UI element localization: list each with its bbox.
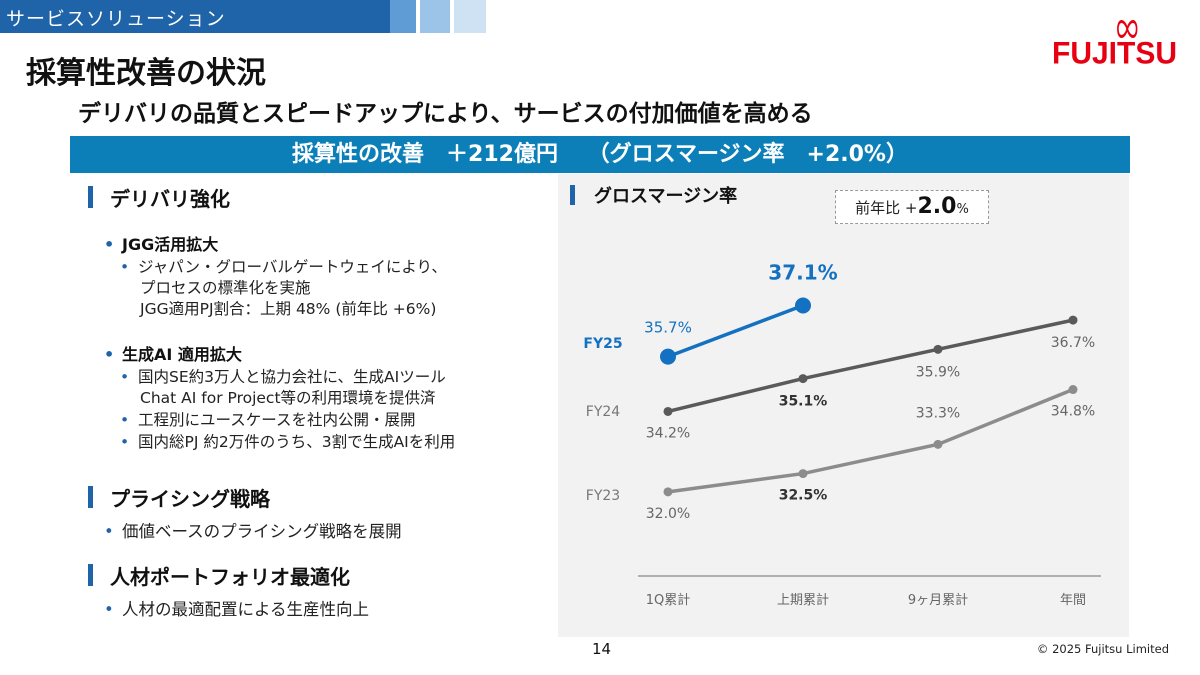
heading-marker (88, 486, 93, 508)
chart-title-text: グロスマージン率 (594, 186, 738, 207)
section-heading-pricing: プライシング戦略 (88, 483, 270, 512)
data-point (933, 344, 943, 354)
data-label: 36.7% (1051, 335, 1095, 351)
bullet-label: 生成AI 適用拡大 (122, 345, 242, 364)
summary-banner: 採算性の改善 ＋212億円 （グロスマージン率 +2.0%） (70, 136, 1130, 173)
yoy-value: 2.0 (917, 194, 957, 219)
x-tick-label: 9ヶ月累計 (908, 592, 968, 608)
section-header-bar: サービスソリューション (0, 0, 390, 33)
heading-marker (88, 564, 93, 586)
heading-marker (88, 186, 93, 208)
logo-text: FUJITSU (1052, 36, 1178, 71)
bullet-dot: • (104, 235, 115, 254)
bullet-talent: • 人材の最適配置による生産性向上 (104, 596, 369, 620)
bullet-dot: • (104, 522, 114, 541)
data-point (1068, 385, 1078, 395)
section-heading-delivery: デリバリ強化 (88, 183, 230, 212)
data-label: 35.7% (644, 319, 692, 337)
heading-marker (570, 185, 575, 205)
yoy-prefix: 前年比 + (855, 199, 918, 217)
data-point (660, 348, 676, 365)
data-point (795, 297, 811, 314)
data-point (933, 439, 943, 449)
data-label: 37.1% (768, 261, 837, 285)
section-label: サービスソリューション (6, 8, 226, 30)
sub-bullet: • 国内総PJ 約2万件のうち、3割で生成AIを利用 (120, 432, 455, 453)
bullet-text: 人材の最適配置による生産性向上 (122, 600, 370, 619)
sub-bullet-text: 国内総PJ 約2万件のうち、3割で生成AIを利用 (138, 433, 456, 451)
fujitsu-logo: FUJITSU (1040, 17, 1177, 71)
header-stripe (420, 0, 450, 33)
heading-text: デリバリ強化 (110, 187, 230, 211)
yoy-callout: 前年比 +2.0% (835, 190, 989, 224)
sub-bullet-text: ジャパン・グローバルゲートウェイにより、 (138, 258, 447, 276)
x-tick-label: 上期累計 (777, 592, 829, 608)
data-point (1068, 315, 1078, 325)
data-label: 32.5% (779, 488, 828, 504)
data-point (663, 487, 673, 497)
bullet-dot: • (104, 600, 114, 619)
sub-bullet-text: 国内SE約3万人と協力会社に、生成AIツール (138, 368, 446, 386)
gross-margin-line-chart: 1Q累計 上期累計 9ヶ月累計 年間 32.0% 32.5% 33.3% 34.8% FY23 3… (583, 261, 1101, 608)
section-heading-talent: 人材ポートフォリオ最適化 (88, 561, 350, 590)
bullet-dot: • (120, 411, 130, 429)
bullet-genai: • 生成AI 適用拡大 (104, 341, 242, 365)
bullet-pricing: • 価値ベースのプライシング戦略を展開 (104, 518, 402, 542)
infinity-icon (1117, 20, 1138, 38)
sub-bullet-text: 工程別にユースケースを社内公開・展開 (138, 411, 416, 429)
header-stripe (454, 0, 486, 33)
sub-bullet-text: JGG適用PJ割合：上期 48% (前年比 +6%) (140, 300, 437, 318)
data-label: 34.8% (1051, 404, 1095, 420)
data-point (798, 374, 808, 384)
page-title: 採算性改善の状況 (26, 56, 266, 91)
page-number: 14 (592, 640, 612, 658)
data-label: 35.9% (916, 364, 960, 380)
series-name-label: FY23 (586, 488, 620, 504)
bullet-text: 価値ベースのプライシング戦略を展開 (122, 522, 402, 541)
series-line-fy24 (667, 318, 1074, 414)
series-line-fy23 (667, 387, 1074, 494)
data-label: 34.2% (646, 425, 690, 441)
sub-bullet: • 工程別にユースケースを社内公開・展開 (120, 410, 415, 431)
series-line-fy25 (667, 303, 804, 359)
sub-bullet-text: Chat AI for Project等の利用環境を提供済 (140, 389, 436, 407)
sub-bullet: • ジャパン・グローバルゲートウェイにより、 プロセスの標準化を実施 JGG適用P… (120, 257, 447, 320)
heading-text: プライシング戦略 (110, 487, 270, 511)
copyright: © 2025 Fujitsu Limited (1036, 642, 1169, 656)
page-subtitle: デリバリの品質とスピードアップにより、サービスの付加価値を高める (78, 101, 813, 127)
data-point (798, 469, 808, 479)
sub-bullet-text: プロセスの標準化を実施 (140, 279, 311, 297)
bullet-dot: • (120, 433, 130, 451)
yoy-unit: % (956, 202, 969, 217)
sub-bullet: • 国内SE約3万人と協力会社に、生成AIツール Chat AI for Proj… (120, 367, 446, 409)
data-point (663, 406, 673, 416)
bullet-label: JGG活用拡大 (122, 235, 219, 254)
x-tick-label: 1Q累計 (646, 592, 691, 608)
bullet-dot: • (120, 258, 130, 276)
header-stripe (390, 0, 416, 33)
series-name-label: FY25 (583, 336, 622, 352)
bullet-jgg: • JGG活用拡大 (104, 231, 218, 255)
bullet-dot: • (120, 368, 130, 386)
chart-title: グロスマージン率 (570, 182, 737, 208)
heading-text: 人材ポートフォリオ最適化 (110, 565, 350, 589)
data-label: 33.3% (916, 405, 960, 421)
x-tick-label: 年間 (1060, 593, 1086, 608)
bullet-dot: • (104, 345, 115, 364)
series-name-label: FY24 (586, 404, 621, 420)
data-label: 35.1% (779, 394, 828, 410)
data-label: 32.0% (646, 506, 690, 522)
